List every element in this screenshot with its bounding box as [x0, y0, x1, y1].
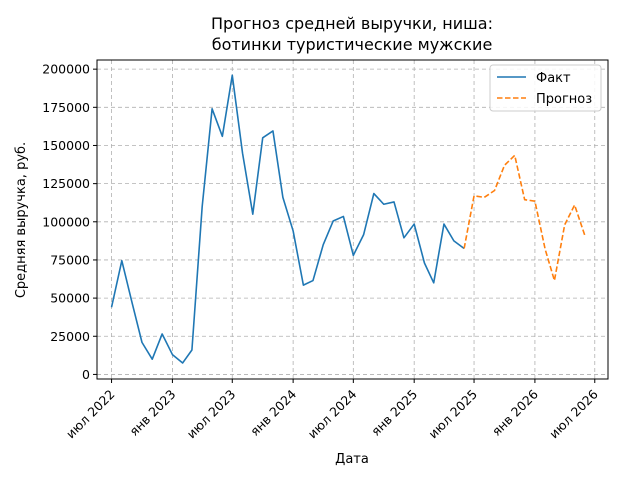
y-axis: 0 25000 50000 75000 100000 125000 150000 175000…: [42, 62, 97, 382]
y-tick-label: 50000: [50, 291, 90, 306]
x-axis-label: Дата: [335, 452, 369, 467]
chart-title-line-1: Прогноз средней выручки, ниша:: [211, 14, 493, 33]
legend-label-forecast: Прогноз: [536, 92, 592, 107]
y-tick-label: 25000: [50, 329, 90, 344]
y-tick-label: 200000: [42, 62, 90, 77]
series-line-forecast: [463, 154, 586, 282]
legend: Факт Прогноз: [489, 64, 602, 112]
series-line-fact: [110, 74, 465, 364]
grid: [97, 60, 608, 379]
series-layer: [110, 74, 586, 364]
y-tick-label: 175000: [42, 100, 90, 115]
plot-frame: [96, 59, 609, 380]
y-tick-label: 150000: [42, 138, 90, 153]
y-tick-label: 0: [82, 367, 90, 382]
y-tick-label: 75000: [50, 252, 90, 267]
y-tick-label: 100000: [42, 214, 90, 229]
chart-title-line-2: ботинки туристические мужские: [212, 35, 493, 54]
legend-label-fact: Факт: [536, 71, 571, 86]
y-axis-label: Средняя выручка, руб.: [14, 142, 29, 298]
y-tick-label: 125000: [42, 176, 90, 191]
